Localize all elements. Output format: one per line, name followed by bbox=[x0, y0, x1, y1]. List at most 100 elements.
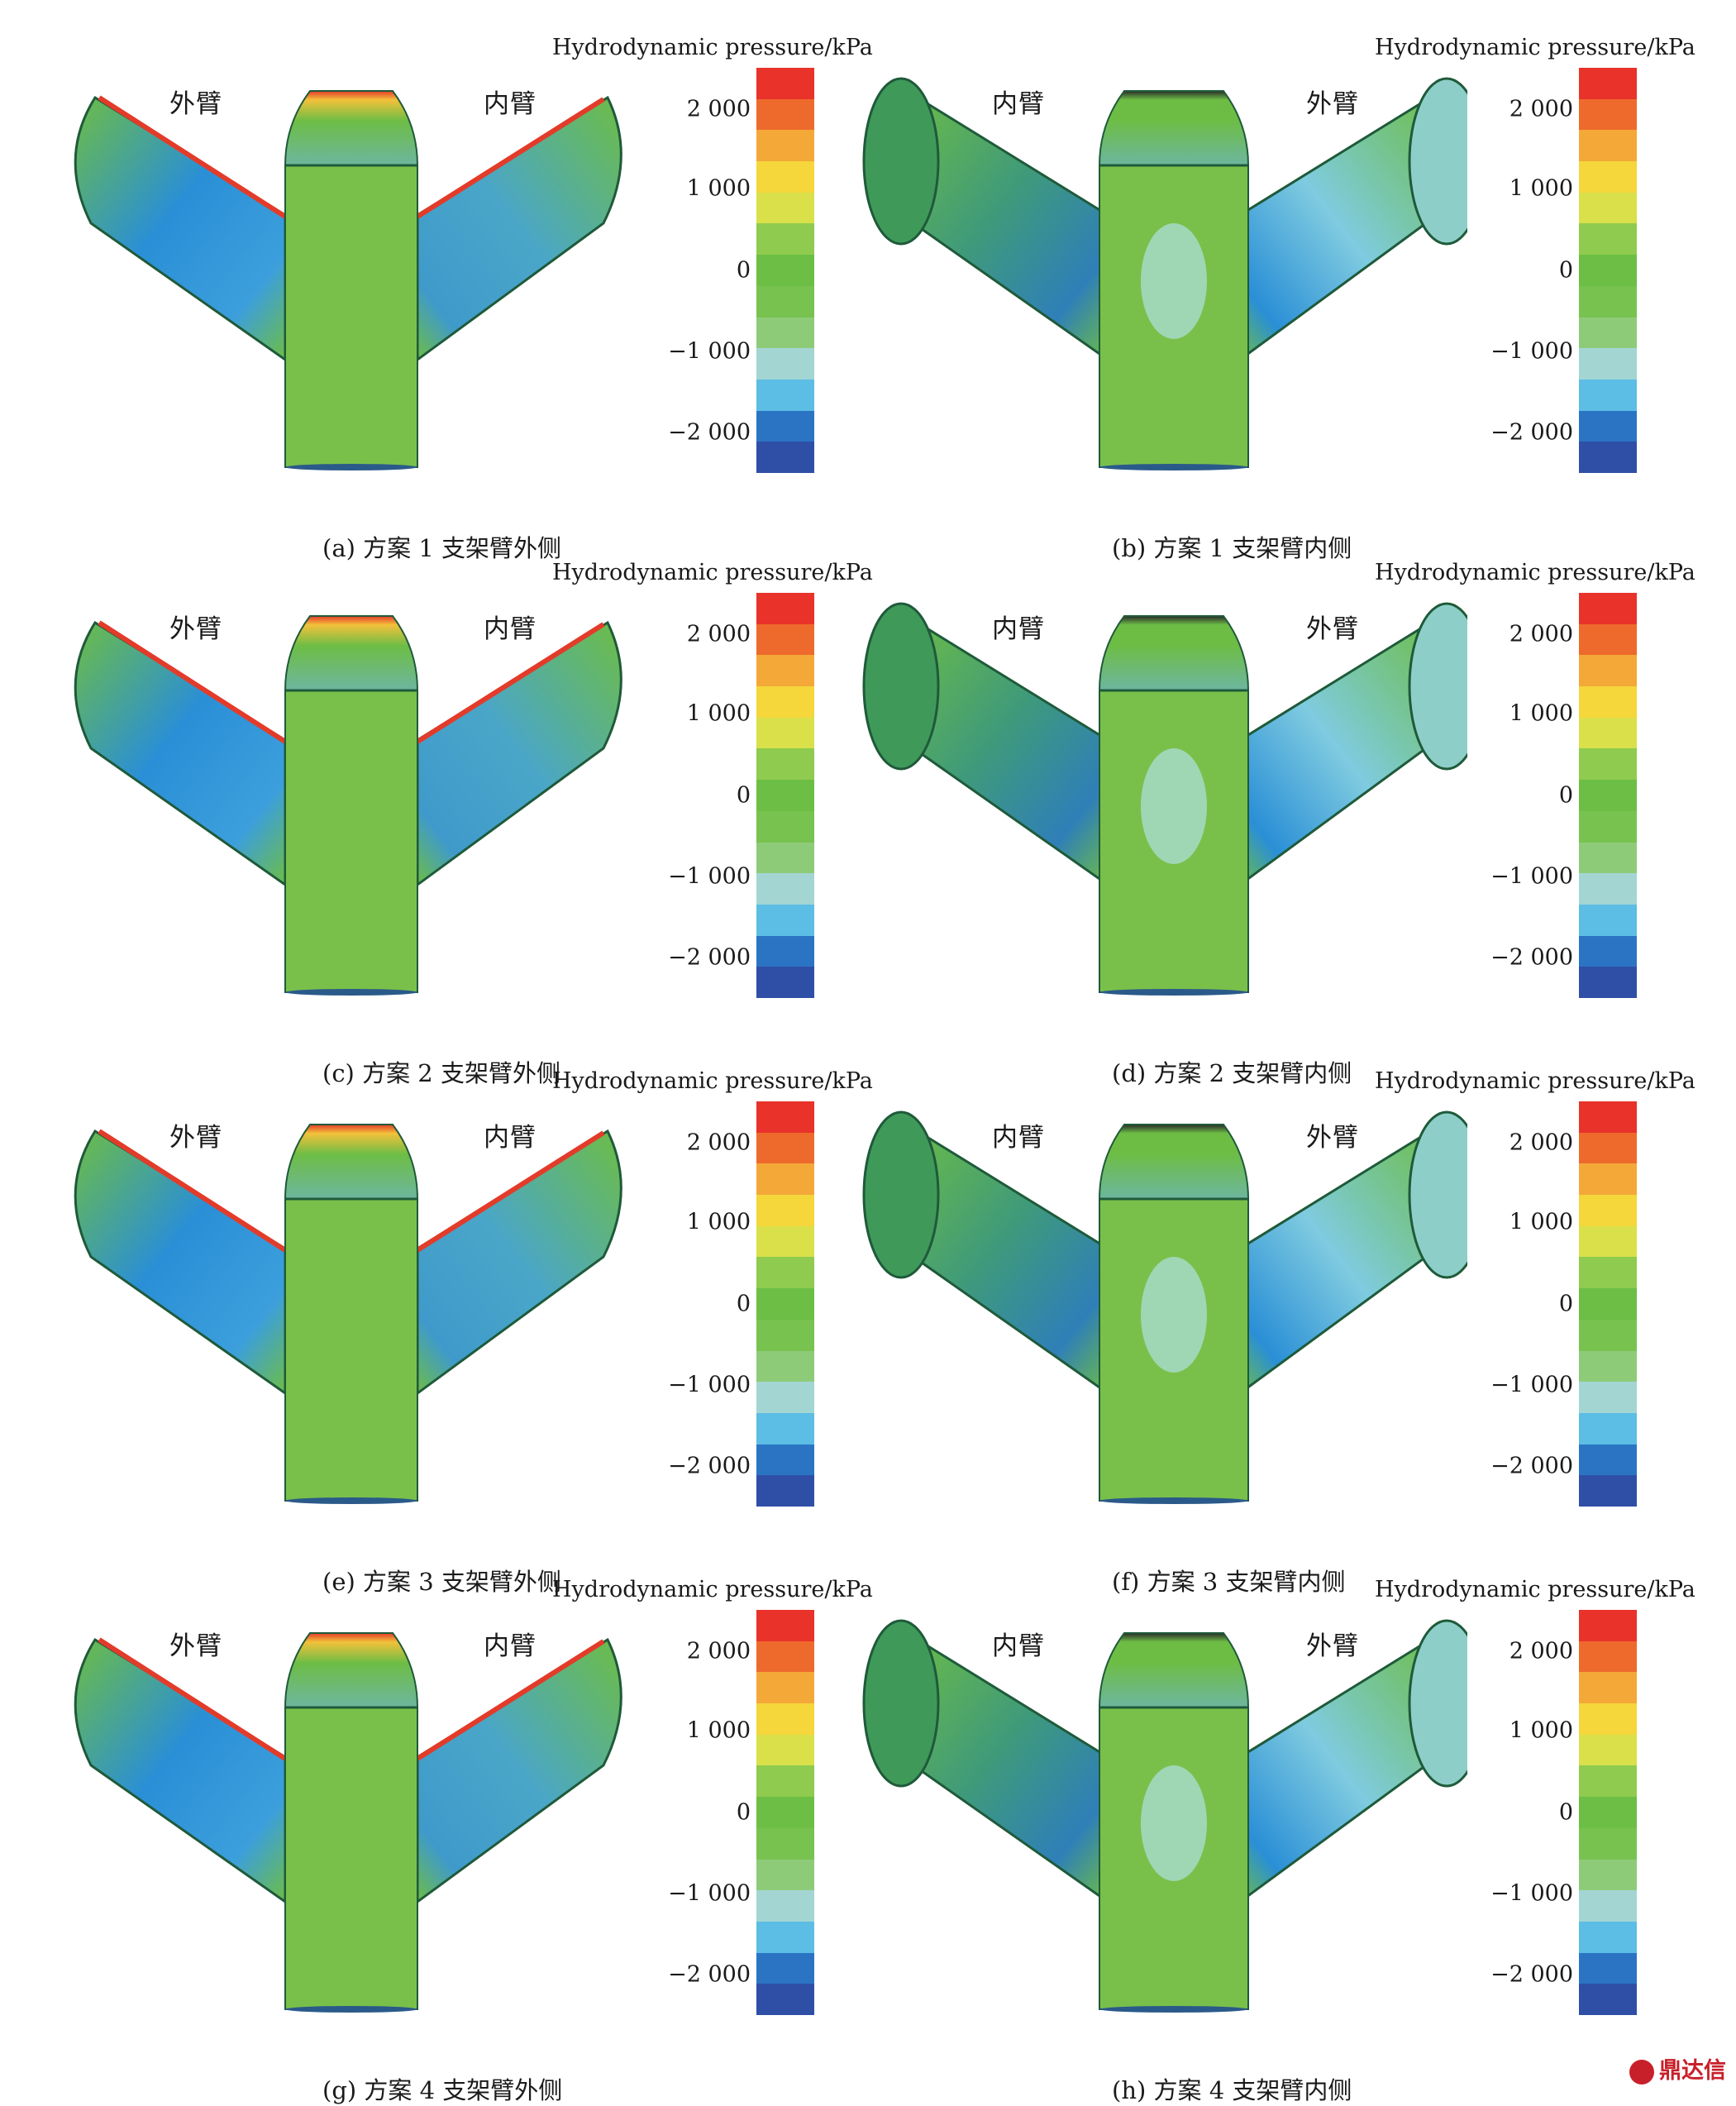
pressure-contour-model bbox=[862, 77, 1467, 470]
colorbar-swatch bbox=[1579, 1640, 1637, 1673]
colorbar-swatch bbox=[1579, 1765, 1637, 1798]
left-arm bbox=[74, 620, 287, 887]
colorbar-tick-label: −1 000 bbox=[668, 1372, 751, 1398]
colorbar-swatch bbox=[756, 1163, 814, 1196]
colorbar bbox=[1579, 1101, 1637, 1507]
colorbar-swatch bbox=[1579, 1984, 1637, 2015]
colorbar-swatch bbox=[756, 780, 814, 811]
right-arm-high-edge bbox=[416, 622, 605, 744]
colorbar-tick-label: −2 000 bbox=[668, 1961, 751, 1988]
watermark: 鼎达信 bbox=[1629, 2052, 1726, 2085]
colorbar-swatch bbox=[1579, 1921, 1637, 1953]
colorbar-swatch bbox=[1579, 935, 1637, 967]
colorbar bbox=[756, 593, 814, 998]
pressure-contour-model bbox=[862, 602, 1467, 996]
colorbar-tick-label: 2 000 bbox=[686, 96, 751, 122]
colorbar-tick-label: −2 000 bbox=[668, 944, 751, 971]
colorbar bbox=[1579, 593, 1637, 998]
colorbar-swatch bbox=[756, 192, 814, 224]
colorbar-swatch bbox=[1579, 623, 1637, 656]
panel-d: 内臂 外臂 Hydrodynamic pressure/kPa 2 000 1 000 0… bbox=[823, 558, 1695, 1087]
junction-low-zone bbox=[1141, 748, 1207, 864]
colorbar-tick-label: −2 000 bbox=[1490, 1961, 1573, 1988]
colorbar-tick-label: 1 000 bbox=[1509, 700, 1573, 727]
colorbar-swatch bbox=[756, 1890, 814, 1922]
colorbar-swatch bbox=[756, 1765, 814, 1798]
arm-label-left: 外臂 bbox=[169, 614, 222, 644]
colorbar-swatch bbox=[756, 1412, 814, 1445]
junction-low-zone bbox=[1141, 1765, 1207, 1881]
panel-g: 外臂 内臂 Hydrodynamic pressure/kPa 2 000 1 000 0… bbox=[0, 1575, 873, 2104]
colorbar-swatch bbox=[756, 1734, 814, 1766]
colorbar-tick-label: −1 000 bbox=[668, 338, 751, 365]
colorbar-swatch bbox=[756, 1984, 814, 2015]
colorbar bbox=[756, 68, 814, 473]
colorbar-tick-label: 0 bbox=[1558, 1291, 1573, 1317]
column-cap bbox=[284, 90, 419, 166]
colorbar-swatch bbox=[1579, 1827, 1637, 1860]
colorbar bbox=[1579, 1610, 1637, 2015]
colorbar-tick-label: −2 000 bbox=[668, 1453, 751, 1479]
colorbar bbox=[1579, 68, 1637, 473]
left-arm bbox=[74, 95, 287, 362]
pressure-contour-model bbox=[74, 615, 622, 996]
colorbar-swatch bbox=[1579, 1797, 1637, 1828]
colorbar-swatch bbox=[756, 810, 814, 843]
colorbar-swatch bbox=[1579, 1163, 1637, 1196]
colorbar-swatch bbox=[1579, 686, 1637, 718]
colorbar-swatch bbox=[1579, 285, 1637, 318]
colorbar-swatch bbox=[756, 68, 814, 99]
colorbar-tick-label: −1 000 bbox=[668, 1880, 751, 1907]
colorbar-swatch bbox=[1579, 1890, 1637, 1922]
column-body bbox=[284, 690, 418, 993]
colorbar-swatch bbox=[756, 1319, 814, 1351]
colorbar-swatch bbox=[756, 1475, 814, 1507]
left-arm-end bbox=[862, 1110, 940, 1279]
right-arm-end bbox=[1408, 77, 1467, 246]
colorbar-swatch bbox=[1579, 593, 1637, 624]
colorbar-tick-label: −2 000 bbox=[1490, 1453, 1573, 1479]
colorbar-swatch bbox=[756, 873, 814, 905]
panel-caption: (d) 方案 2 支架臂内侧 bbox=[1112, 1059, 1352, 1087]
panel-caption: (g) 方案 4 支架臂外侧 bbox=[322, 2076, 563, 2104]
panel-caption: (f) 方案 3 支架臂内侧 bbox=[1112, 1568, 1346, 1596]
left-arm-end bbox=[862, 602, 940, 771]
colorbar-swatch bbox=[756, 130, 814, 162]
arm-label-left: 内臂 bbox=[992, 1631, 1045, 1661]
colorbar-tick-label: 2 000 bbox=[686, 1129, 751, 1156]
column-body bbox=[284, 1198, 418, 1502]
pressure-contour-model bbox=[74, 1124, 622, 1504]
colorbar-swatch bbox=[1579, 192, 1637, 224]
colorbar-swatch bbox=[1579, 1350, 1637, 1383]
colorbar-swatch bbox=[1579, 1319, 1637, 1351]
legend-title: Hydrodynamic pressure/kPa bbox=[552, 35, 873, 60]
arm-label-left: 外臂 bbox=[169, 1123, 222, 1153]
colorbar-swatch bbox=[756, 442, 814, 473]
colorbar-tick-label: 0 bbox=[1558, 1799, 1573, 1826]
right-arm-high-edge bbox=[416, 1130, 605, 1253]
left-arm-high-edge bbox=[98, 1637, 287, 1761]
junction-low-zone bbox=[1141, 223, 1207, 339]
column-body bbox=[284, 1707, 418, 2010]
left-arm-high-edge bbox=[98, 95, 287, 219]
colorbar-swatch bbox=[1579, 317, 1637, 349]
colorbar-swatch bbox=[756, 935, 814, 967]
colorbar-swatch bbox=[756, 1350, 814, 1383]
colorbar-tick-label: 1 000 bbox=[1509, 1717, 1573, 1744]
arm-label-right: 外臂 bbox=[1306, 614, 1359, 644]
arm-label-right: 内臂 bbox=[484, 1123, 537, 1153]
colorbar-swatch bbox=[756, 285, 814, 318]
left-arm-high-edge bbox=[98, 620, 287, 744]
colorbar-swatch bbox=[756, 967, 814, 998]
colorbar-tick-label: 1 000 bbox=[686, 700, 751, 727]
colorbar-swatch bbox=[1579, 1444, 1637, 1476]
right-arm bbox=[416, 1637, 622, 1904]
colorbar-swatch bbox=[1579, 255, 1637, 286]
colorbar-swatch bbox=[1579, 655, 1637, 687]
legend-title: Hydrodynamic pressure/kPa bbox=[1375, 1577, 1695, 1602]
colorbar bbox=[756, 1610, 814, 2015]
colorbar-swatch bbox=[1579, 904, 1637, 936]
left-arm bbox=[74, 1637, 287, 1904]
panel-caption: (c) 方案 2 支架臂外侧 bbox=[322, 1059, 560, 1087]
colorbar-tick-label: −1 000 bbox=[1490, 1372, 1573, 1398]
